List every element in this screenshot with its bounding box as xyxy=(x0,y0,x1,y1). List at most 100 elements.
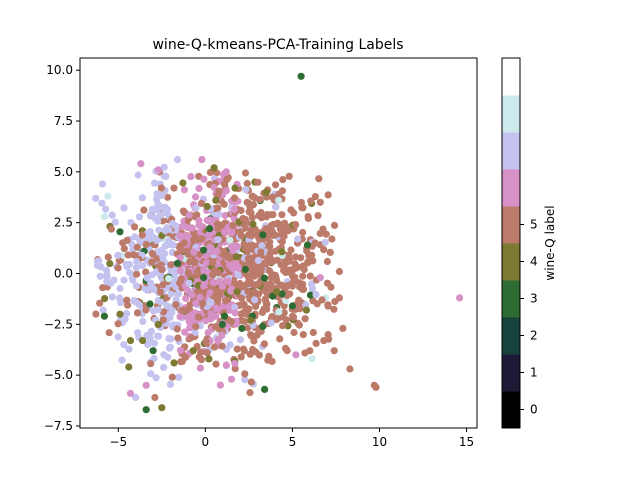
data-point xyxy=(197,356,206,364)
data-point xyxy=(282,316,290,324)
y-tick-label: −5.0 xyxy=(44,368,73,382)
data-point xyxy=(149,347,157,355)
data-point xyxy=(299,228,307,237)
data-point xyxy=(123,309,131,318)
data-point xyxy=(226,236,234,244)
data-point xyxy=(267,319,275,327)
data-point xyxy=(100,312,108,320)
data-point xyxy=(160,163,168,171)
data-point xyxy=(159,316,167,324)
data-point xyxy=(222,168,230,176)
data-point xyxy=(301,315,309,323)
data-point xyxy=(200,246,208,254)
data-point xyxy=(299,272,307,280)
data-point xyxy=(126,389,135,397)
data-point xyxy=(248,192,256,200)
data-point xyxy=(142,268,150,276)
data-point xyxy=(218,331,226,340)
data-point xyxy=(151,393,159,402)
data-point xyxy=(302,306,310,314)
data-point xyxy=(262,188,270,196)
data-point xyxy=(284,227,292,235)
data-point xyxy=(135,213,144,221)
data-point xyxy=(226,261,234,269)
data-point xyxy=(206,225,214,233)
data-point xyxy=(174,334,182,342)
data-point xyxy=(146,300,154,308)
data-point xyxy=(165,344,174,352)
colorbar-segment xyxy=(502,58,520,96)
data-point xyxy=(192,323,200,331)
data-point xyxy=(233,345,241,353)
data-point xyxy=(212,291,220,299)
data-point xyxy=(166,380,174,388)
data-point xyxy=(292,253,300,261)
data-point xyxy=(245,277,253,285)
data-point xyxy=(205,230,213,239)
colorbar-segment xyxy=(502,206,520,244)
data-point xyxy=(221,211,229,220)
data-point xyxy=(103,273,111,281)
data-point xyxy=(237,206,245,215)
data-point xyxy=(330,221,339,229)
data-point xyxy=(206,243,214,251)
data-point xyxy=(252,348,260,356)
data-point xyxy=(179,179,187,187)
data-point xyxy=(240,317,249,325)
data-point xyxy=(218,282,227,290)
data-point xyxy=(186,301,194,309)
data-point xyxy=(139,337,147,345)
y-tick-label: 0.0 xyxy=(54,266,73,280)
colorbar-segment xyxy=(502,132,520,170)
data-point xyxy=(158,266,166,274)
data-point xyxy=(133,309,142,317)
data-point xyxy=(233,288,241,296)
data-point xyxy=(320,246,328,254)
data-point xyxy=(180,186,188,194)
colorbar-segment xyxy=(502,243,520,281)
data-point xyxy=(245,208,254,216)
data-point xyxy=(258,308,266,316)
data-point xyxy=(195,184,203,192)
data-point xyxy=(296,305,304,313)
data-point xyxy=(153,190,161,198)
data-point xyxy=(179,207,187,215)
data-point xyxy=(262,259,270,267)
data-point xyxy=(105,329,113,337)
x-tick-label: 10 xyxy=(372,435,387,449)
data-point xyxy=(154,217,162,225)
data-point xyxy=(152,374,160,382)
data-point xyxy=(96,272,104,280)
data-point xyxy=(114,333,122,341)
colorbar-tick-label: 5 xyxy=(530,218,538,232)
data-point xyxy=(107,225,115,233)
data-point xyxy=(233,242,242,251)
colorbar-segment xyxy=(502,95,520,133)
data-point xyxy=(149,250,157,258)
data-point xyxy=(148,205,157,213)
data-point xyxy=(181,328,189,336)
data-point xyxy=(311,239,319,247)
data-point xyxy=(283,347,291,355)
data-point xyxy=(285,257,293,265)
data-point xyxy=(139,317,147,326)
x-tick-label: −5 xyxy=(109,435,127,449)
data-point xyxy=(165,335,173,343)
data-point xyxy=(133,243,141,251)
data-point xyxy=(323,257,331,266)
data-point xyxy=(172,301,180,309)
data-point xyxy=(231,359,239,368)
data-point xyxy=(142,381,150,389)
data-point xyxy=(173,325,181,333)
data-point xyxy=(147,370,155,378)
data-point xyxy=(257,208,265,217)
data-point xyxy=(260,274,268,282)
data-point xyxy=(261,385,269,393)
data-point xyxy=(218,221,226,229)
data-point xyxy=(155,226,163,234)
data-point xyxy=(176,267,185,275)
data-point xyxy=(247,316,255,324)
data-point xyxy=(189,347,197,355)
data-point xyxy=(235,264,243,273)
data-point xyxy=(213,305,221,313)
